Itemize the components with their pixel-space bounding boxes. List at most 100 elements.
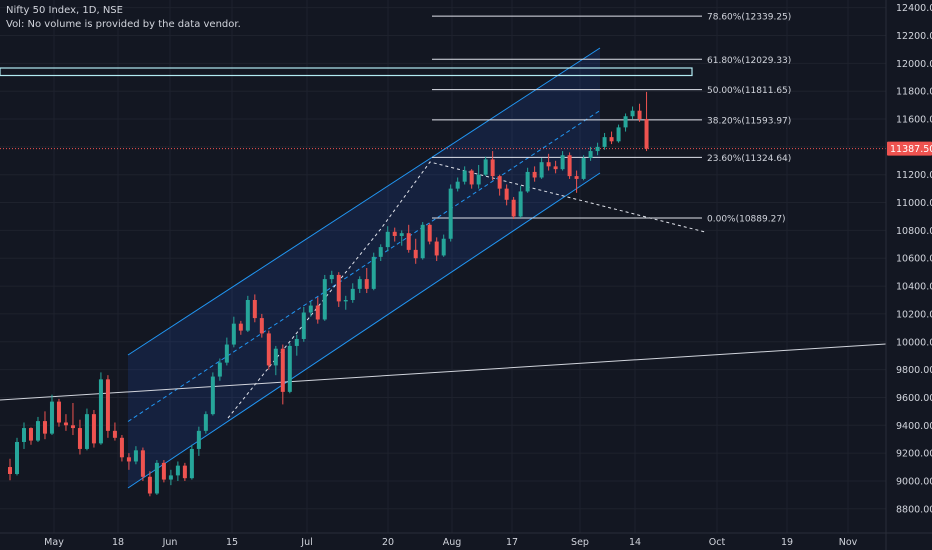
candle[interactable] (336, 272, 341, 307)
candle[interactable] (420, 222, 425, 260)
candle[interactable] (378, 244, 383, 262)
candle[interactable] (133, 446, 138, 465)
candle[interactable] (343, 295, 348, 310)
candle[interactable] (532, 166, 537, 182)
candle[interactable] (357, 276, 362, 294)
candle[interactable] (189, 444, 194, 480)
candle[interactable] (560, 151, 565, 171)
candle[interactable] (413, 238, 418, 264)
candle[interactable] (462, 166, 467, 185)
candle[interactable] (525, 167, 530, 193)
candle[interactable] (511, 196, 516, 219)
candle[interactable] (217, 358, 222, 381)
symbol-title[interactable]: Nifty 50 Index, 1D, NSE (6, 5, 123, 16)
candle[interactable] (301, 306, 306, 342)
candle[interactable] (448, 184, 453, 242)
candle[interactable] (476, 164, 481, 189)
candle[interactable] (504, 184, 509, 206)
candle[interactable] (371, 252, 376, 291)
candle[interactable] (84, 408, 89, 451)
candle[interactable] (637, 103, 642, 122)
candle[interactable] (224, 337, 229, 366)
candle[interactable] (546, 153, 551, 171)
candle[interactable] (434, 237, 439, 262)
candle[interactable] (112, 422, 117, 441)
candle[interactable] (427, 223, 432, 245)
candle[interactable] (553, 160, 558, 174)
time-axis[interactable]: May 18 Jun 15 Jul 20 Aug 17 Sep 14 Oct 19 Nov (0, 532, 932, 548)
candle[interactable] (182, 462, 187, 481)
candle[interactable] (518, 185, 523, 218)
candle[interactable] (168, 469, 173, 486)
candle[interactable] (623, 113, 628, 132)
candle[interactable] (154, 460, 159, 495)
long-trendline[interactable] (0, 343, 887, 401)
channel-lower-line[interactable] (127, 172, 601, 489)
candle[interactable] (602, 132, 607, 150)
candle[interactable] (315, 297, 320, 324)
candle[interactable] (406, 224, 411, 253)
candle[interactable] (595, 142, 600, 156)
candle[interactable] (455, 177, 460, 192)
candle[interactable] (616, 124, 621, 143)
candle[interactable] (91, 409, 96, 448)
candle[interactable] (98, 372, 103, 445)
candle[interactable] (119, 435, 124, 462)
channel-mid-line[interactable] (127, 110, 601, 422)
candle[interactable] (364, 267, 369, 294)
candle[interactable] (56, 398, 61, 427)
candle[interactable] (630, 106, 635, 120)
candle[interactable] (441, 234, 446, 257)
candle[interactable] (329, 270, 334, 284)
candle[interactable] (63, 414, 68, 431)
candle[interactable] (259, 313, 264, 338)
candle[interactable] (140, 447, 145, 481)
candle[interactable] (231, 316, 236, 348)
candle[interactable] (266, 330, 271, 370)
candle[interactable] (21, 422, 26, 449)
candle[interactable] (245, 295, 250, 333)
candle[interactable] (273, 345, 278, 376)
candle[interactable] (490, 151, 495, 181)
candle[interactable] (175, 461, 180, 481)
channel-upper-line[interactable] (127, 47, 601, 356)
candle[interactable] (581, 155, 586, 181)
candle[interactable] (574, 170, 579, 193)
candle[interactable] (469, 169, 474, 189)
candle[interactable] (35, 416, 40, 442)
candle[interactable] (308, 301, 313, 317)
candle[interactable] (28, 427, 33, 445)
candle[interactable] (322, 274, 327, 321)
candle[interactable] (392, 227, 397, 242)
candle[interactable] (287, 343, 292, 394)
candle[interactable] (161, 460, 166, 483)
candle[interactable] (280, 344, 285, 405)
candle[interactable] (70, 403, 75, 436)
candle[interactable] (8, 458, 12, 481)
candle[interactable] (252, 294, 257, 323)
candle[interactable] (483, 156, 488, 177)
candle[interactable] (567, 152, 572, 179)
candle[interactable] (497, 174, 502, 196)
candle[interactable] (210, 372, 215, 416)
candle[interactable] (588, 146, 593, 161)
candle[interactable] (203, 411, 208, 434)
candle[interactable] (385, 226, 390, 252)
candle[interactable] (126, 453, 131, 470)
candle[interactable] (294, 334, 299, 356)
candle[interactable] (238, 320, 243, 335)
candle[interactable] (77, 419, 82, 455)
candle[interactable] (105, 375, 110, 438)
candle[interactable] (609, 131, 614, 145)
candle[interactable] (539, 158, 544, 179)
candle[interactable] (14, 437, 19, 476)
candle[interactable] (644, 91, 649, 152)
candle[interactable] (49, 394, 54, 436)
resistance-zone-box[interactable] (0, 67, 693, 77)
candle[interactable] (42, 411, 47, 440)
candle[interactable] (147, 471, 152, 497)
candle[interactable] (196, 426, 201, 456)
candle[interactable] (350, 283, 355, 303)
price-axis[interactable]: 12400.00 12200.00 12000.00 11800.00 11600.00… (885, 0, 932, 550)
